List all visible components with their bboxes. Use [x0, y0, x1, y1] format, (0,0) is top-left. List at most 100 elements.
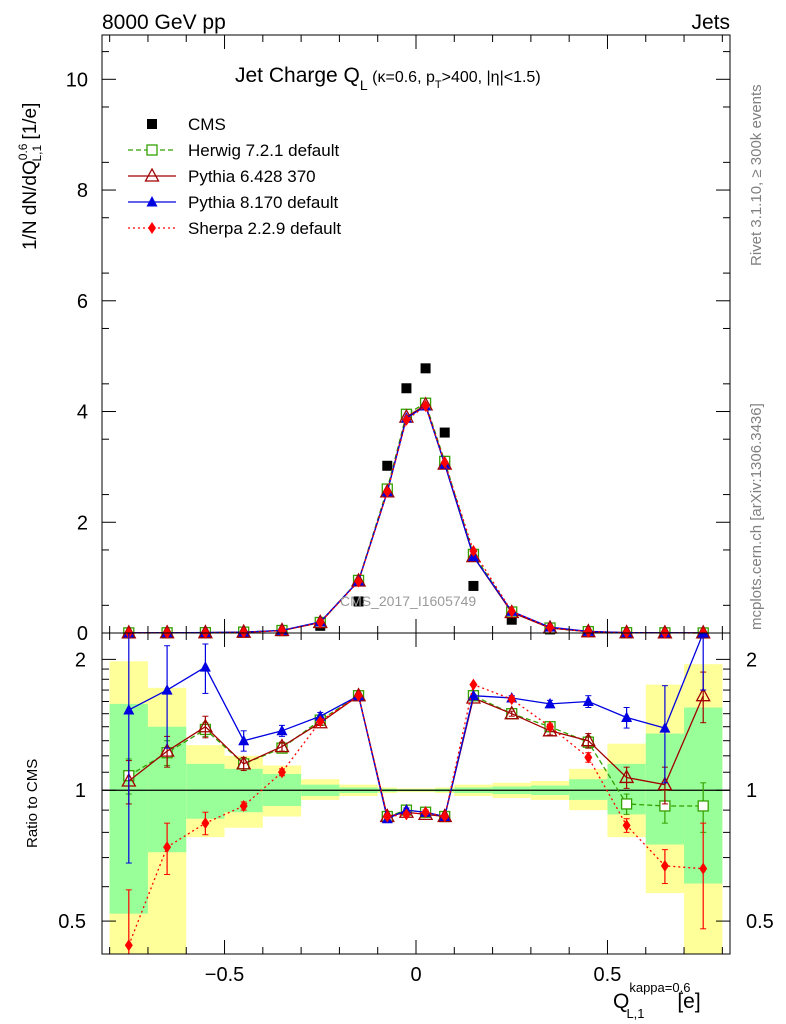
ratio-ytick-label: 0.5 [58, 911, 86, 933]
legend-label: CMS [188, 115, 226, 134]
ratio-point-pythia6 [657, 776, 673, 791]
main-ytick-label: 2 [77, 512, 88, 534]
ratio-point-pythia8 [238, 734, 250, 746]
ratio-point-sherpa [354, 689, 363, 702]
main-point-cms [468, 580, 479, 591]
legend-label: Pythia 8.170 default [188, 193, 339, 212]
header-right: Jets [691, 11, 730, 34]
ratio-point-sherpa [546, 720, 555, 733]
ratio-xtick-label: 0 [410, 964, 421, 986]
ratio-ytick-label: 2 [75, 649, 86, 671]
ratio-point-sherpa [124, 939, 133, 952]
ratio-point-pythia6 [274, 738, 290, 753]
ratio-series [121, 633, 711, 954]
main-point-sherpa [277, 624, 286, 637]
ratio-point-sherpa [316, 715, 325, 728]
main-point-sherpa [507, 605, 516, 618]
band-green [186, 763, 225, 819]
main-point-sherpa [239, 626, 248, 639]
ratio-point-sherpa [440, 810, 449, 823]
ratio-plot-data [121, 633, 711, 954]
ratio-point-pythia6 [695, 687, 711, 702]
band-green [569, 779, 608, 800]
ratio-point-pythia8 [659, 722, 671, 733]
mcplots-ref: mcplots.cern.ch [arXiv:1306.3436] [748, 403, 765, 630]
ratio-point-pythia8 [199, 661, 211, 672]
ratio-point-sherpa [383, 810, 392, 823]
ratio-point-pythia8 [123, 703, 135, 715]
main-point-cms [506, 614, 517, 625]
main-axes: 0 2 4 6 8 10 [66, 35, 730, 645]
main-point-cms [353, 596, 364, 607]
legend-marker [148, 222, 156, 234]
main-point-sherpa [546, 621, 555, 634]
ratio-point-sherpa [163, 841, 172, 854]
legend-marker [146, 144, 158, 156]
ratio-point-herwig [697, 800, 709, 812]
ratio-point-pythia6 [580, 732, 596, 747]
analysis-watermark: CMS_2017_I1605749 [340, 593, 476, 609]
ratio-point-pythia6 [504, 705, 520, 720]
ratio-ytick-label-right: 0.5 [746, 911, 774, 933]
ratio-point-pythia8 [276, 724, 288, 736]
main-point-sherpa [469, 545, 478, 558]
ratio-point-pythia8 [697, 633, 709, 638]
legend-marker [146, 196, 158, 207]
ratio-point-sherpa [622, 819, 631, 832]
main-ytick-label: 10 [66, 69, 88, 91]
main-point-sherpa [402, 413, 411, 426]
ratio-point-pythia8 [621, 711, 633, 723]
main-ylabel: 1/N dN/dQ0.6L,1 [1/e] [16, 103, 44, 250]
main-point-cms [420, 363, 431, 374]
ratio-point-sherpa [201, 817, 210, 830]
main-point-sherpa [316, 616, 325, 629]
ratio-ylabel: Ratio to CMS [24, 759, 41, 848]
main-point-sherpa [421, 399, 430, 412]
legend-marker [147, 119, 157, 129]
ratio-xtick-label: −0.5 [205, 964, 244, 986]
ratio-point-pythia6 [197, 718, 213, 733]
main-point-sherpa [383, 485, 392, 498]
main-line-sherpa [128, 404, 704, 634]
ratio-line-sherpa [128, 683, 704, 946]
legend: CMS Herwig 7.2.1 default Pythia 6.428 370 P… [128, 115, 341, 238]
ratio-line-pythia8 [128, 633, 704, 820]
ratio-point-sherpa [421, 806, 430, 819]
legend-marker [144, 167, 160, 182]
main-ytick-label: 4 [77, 402, 88, 424]
ratio-point-pythia6 [159, 742, 175, 757]
ratio-xtick-label: 0.5 [594, 964, 622, 986]
ratio-point-sherpa [584, 751, 593, 764]
main-point-cms [439, 427, 450, 438]
rivet-info: Rivet 3.1.10, ≥ 300k events [748, 84, 765, 266]
ratio-point-herwig [620, 798, 633, 810]
plot-title: Jet Charge QL (κ=0.6, pT>400, |η|<1.5) [235, 64, 541, 93]
legend-label: Sherpa 2.2.9 default [188, 219, 341, 238]
ratio-point-sherpa [239, 799, 248, 812]
ratio-point-sherpa [507, 693, 516, 706]
main-ytick-label: 8 [77, 180, 88, 202]
ratio-xlabel: Qkappa=0.6 L,1 [e] [613, 980, 701, 1021]
ratio-point-sherpa [277, 766, 286, 779]
ratio-point-sherpa [699, 862, 708, 875]
legend-label: Herwig 7.2.1 default [188, 141, 339, 160]
ratio-point-pythia8 [467, 689, 479, 701]
main-ytick-label: 0 [77, 623, 88, 645]
ratio-point-pythia6 [619, 769, 635, 784]
main-point-pythia6 [465, 548, 482, 563]
ratio-point-pythia8 [161, 684, 173, 695]
legend-label: Pythia 6.428 370 [188, 167, 316, 186]
main-point-sherpa [354, 575, 363, 588]
ratio-axes: 0.5 0.5 1 1 2 2 −0.5 0 0.5 [58, 633, 774, 986]
main-point-sherpa [440, 456, 449, 469]
ratio-point-sherpa [660, 859, 669, 872]
ratio-point-sherpa [469, 678, 478, 691]
header-left: 8000 GeV pp [102, 11, 226, 34]
ratio-point-pythia6 [236, 755, 252, 770]
ratio-ytick-label-right: 1 [746, 780, 757, 802]
ratio-point-pythia8 [582, 695, 594, 707]
ratio-ytick-label-right: 2 [746, 649, 757, 671]
ratio-point-sherpa [402, 808, 411, 821]
ratio-ytick-label: 1 [75, 780, 86, 802]
